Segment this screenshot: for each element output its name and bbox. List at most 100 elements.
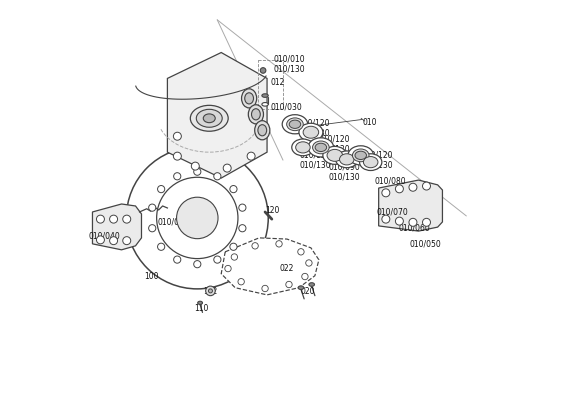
Circle shape <box>396 185 404 193</box>
Circle shape <box>231 254 238 260</box>
Ellipse shape <box>242 89 257 108</box>
Circle shape <box>223 164 231 172</box>
Circle shape <box>262 285 268 292</box>
Circle shape <box>252 243 258 249</box>
Ellipse shape <box>355 151 366 160</box>
Ellipse shape <box>327 149 342 161</box>
Text: 010/120
010/130: 010/120 010/130 <box>299 118 331 138</box>
Text: 010/080: 010/080 <box>375 176 406 185</box>
Ellipse shape <box>255 121 270 140</box>
Ellipse shape <box>309 283 315 286</box>
Text: 110: 110 <box>195 304 209 313</box>
Circle shape <box>110 237 118 245</box>
Circle shape <box>96 215 104 223</box>
Circle shape <box>225 265 231 272</box>
Circle shape <box>409 183 417 191</box>
Circle shape <box>174 173 181 180</box>
Circle shape <box>208 289 212 293</box>
Ellipse shape <box>303 126 319 138</box>
Circle shape <box>191 162 199 170</box>
Circle shape <box>123 215 131 223</box>
Ellipse shape <box>262 102 268 106</box>
Circle shape <box>174 256 181 263</box>
Ellipse shape <box>286 118 303 131</box>
Ellipse shape <box>359 154 382 170</box>
Ellipse shape <box>291 139 314 156</box>
Circle shape <box>286 281 292 288</box>
Text: 010/120
010/130: 010/120 010/130 <box>300 150 331 170</box>
Text: 010/120
010/130: 010/120 010/130 <box>362 150 393 170</box>
Text: 010: 010 <box>363 118 377 127</box>
Circle shape <box>123 237 131 245</box>
Circle shape <box>230 243 237 250</box>
Circle shape <box>214 256 221 263</box>
Circle shape <box>298 249 304 255</box>
Ellipse shape <box>348 146 374 165</box>
Circle shape <box>306 260 312 266</box>
Circle shape <box>173 132 181 140</box>
Text: 022: 022 <box>280 264 294 273</box>
Circle shape <box>382 215 390 223</box>
Text: 100: 100 <box>144 272 159 281</box>
Circle shape <box>205 286 215 296</box>
Text: 010/040: 010/040 <box>88 232 120 241</box>
Ellipse shape <box>315 143 327 152</box>
Circle shape <box>382 189 390 197</box>
Ellipse shape <box>203 114 215 123</box>
Circle shape <box>96 236 104 244</box>
Text: 020: 020 <box>300 287 315 296</box>
Circle shape <box>194 168 201 175</box>
Text: 010/050: 010/050 <box>410 239 441 248</box>
Circle shape <box>230 186 237 193</box>
Circle shape <box>157 177 238 258</box>
Text: 012: 012 <box>270 78 285 88</box>
Circle shape <box>396 217 404 225</box>
Ellipse shape <box>248 105 263 124</box>
Text: 112: 112 <box>203 287 217 296</box>
Circle shape <box>422 182 431 190</box>
Circle shape <box>247 152 255 160</box>
Ellipse shape <box>299 123 323 141</box>
Circle shape <box>238 278 245 285</box>
Text: 010/070: 010/070 <box>377 208 409 217</box>
Ellipse shape <box>282 115 308 134</box>
Ellipse shape <box>289 120 301 128</box>
Circle shape <box>260 68 266 73</box>
Circle shape <box>239 225 246 232</box>
Circle shape <box>409 218 417 226</box>
Ellipse shape <box>198 301 203 304</box>
Circle shape <box>149 204 156 211</box>
Circle shape <box>276 241 282 247</box>
Text: 010/120
010/130: 010/120 010/130 <box>319 134 350 154</box>
Circle shape <box>126 147 268 289</box>
Ellipse shape <box>340 154 354 165</box>
Circle shape <box>110 215 118 223</box>
Ellipse shape <box>298 286 304 290</box>
Ellipse shape <box>312 141 329 154</box>
Circle shape <box>214 173 221 180</box>
Circle shape <box>302 273 308 280</box>
Ellipse shape <box>258 125 267 136</box>
Text: 010/010
010/130: 010/010 010/130 <box>273 54 305 74</box>
Text: 010/090
010/130: 010/090 010/130 <box>329 162 361 182</box>
Ellipse shape <box>262 94 268 97</box>
Circle shape <box>422 218 431 226</box>
Circle shape <box>173 152 181 160</box>
Ellipse shape <box>353 149 369 162</box>
Ellipse shape <box>336 151 358 168</box>
Text: 010/020: 010/020 <box>157 218 189 227</box>
Circle shape <box>157 186 165 193</box>
Ellipse shape <box>308 138 333 157</box>
Text: 120: 120 <box>265 206 280 215</box>
Ellipse shape <box>323 146 347 164</box>
Ellipse shape <box>363 156 378 168</box>
Circle shape <box>194 260 201 268</box>
Circle shape <box>177 197 218 239</box>
Text: 010/030: 010/030 <box>270 102 302 111</box>
Ellipse shape <box>245 93 254 104</box>
Ellipse shape <box>295 142 310 153</box>
Text: 010/060: 010/060 <box>398 224 430 233</box>
Ellipse shape <box>251 109 260 120</box>
Polygon shape <box>92 204 142 250</box>
Ellipse shape <box>190 105 228 131</box>
